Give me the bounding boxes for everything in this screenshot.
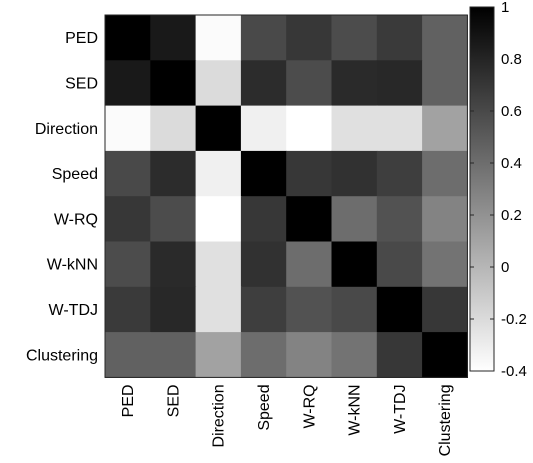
x-tick-label-w-knn: W-kNN bbox=[347, 384, 364, 435]
heatmap-cell-clustering-w-rq bbox=[286, 332, 333, 378]
heatmap-cell-clustering-sed bbox=[150, 332, 197, 378]
colorbar-tick-label: 0.8 bbox=[501, 51, 522, 68]
heatmap-cell-w-rq-ped bbox=[105, 196, 151, 243]
y-tick-label-w-rq: W-RQ bbox=[54, 211, 98, 228]
heatmap-cell-w-knn-w-rq bbox=[286, 241, 333, 288]
heatmap-cell-speed-sed bbox=[150, 150, 197, 197]
heatmap-cell-sed-speed bbox=[240, 60, 287, 107]
heatmap-cell-ped-w-knn bbox=[331, 15, 378, 61]
colorbar-tick-label: -0.4 bbox=[501, 363, 527, 380]
heatmap-cell-w-rq-direction bbox=[195, 196, 242, 243]
heatmap-cell-direction-w-tdj bbox=[376, 105, 423, 152]
colorbar-tick-label: 0.4 bbox=[501, 155, 522, 172]
x-tick-label-speed: Speed bbox=[256, 384, 273, 430]
heatmap-cell-speed-ped bbox=[105, 150, 151, 197]
heatmap-cell-clustering-w-tdj bbox=[376, 332, 423, 378]
heatmap-cell-sed-direction bbox=[195, 60, 242, 107]
heatmap-cell-w-tdj-w-knn bbox=[331, 286, 378, 333]
heatmap-cell-direction-direction bbox=[195, 105, 242, 152]
colorbar-tick-label: 1 bbox=[501, 0, 509, 16]
colorbar: 1 0.8 0.6 0.4 0.2 0 -0.2 -0.4 bbox=[469, 0, 527, 380]
y-tick-label-sed: SED bbox=[65, 75, 98, 92]
heatmap-cell-direction-w-rq bbox=[286, 105, 333, 152]
heatmap-cell-w-rq-speed bbox=[240, 196, 287, 243]
y-tick-label-speed: Speed bbox=[52, 166, 98, 183]
heatmap-cell-w-tdj-speed bbox=[240, 286, 287, 333]
heatmap-cell-sed-clustering bbox=[422, 60, 468, 107]
heatmap-cell-speed-w-tdj bbox=[376, 150, 423, 197]
heatmap-cell-sed-sed bbox=[150, 60, 197, 107]
heatmap-cell-speed-clustering bbox=[422, 150, 468, 197]
colorbar-tick-label: 0.6 bbox=[501, 103, 522, 120]
heatmap-cell-speed-w-rq bbox=[286, 150, 333, 197]
heatmap-cell-w-knn-clustering bbox=[422, 241, 468, 288]
heatmap-cell-w-knn-ped bbox=[105, 241, 151, 288]
heatmap-cell-direction-w-knn bbox=[331, 105, 378, 152]
heatmap-cell-speed-speed bbox=[240, 150, 287, 197]
heatmap-cell-w-tdj-ped bbox=[105, 286, 151, 333]
colorbar-tick-label: 0.2 bbox=[501, 207, 522, 224]
heatmap-cell-w-knn-direction bbox=[195, 241, 242, 288]
heatmap-cell-direction-clustering bbox=[422, 105, 468, 152]
colorbar-tick-label: 0 bbox=[501, 259, 509, 276]
heatmap-cell-ped-direction bbox=[195, 15, 242, 61]
y-tick-label-clustering: Clustering bbox=[26, 347, 98, 364]
x-tick-label-ped: PED bbox=[120, 384, 137, 417]
x-tick-label-clustering: Clustering bbox=[437, 384, 454, 456]
heatmap-cell-w-knn-speed bbox=[240, 241, 287, 288]
heatmap-cell-sed-w-rq bbox=[286, 60, 333, 107]
heatmap-cell-w-knn-w-tdj bbox=[376, 241, 423, 288]
heatmap-cell-w-knn-sed bbox=[150, 241, 197, 288]
heatmap-cells bbox=[105, 15, 468, 378]
heatmap-cell-direction-sed bbox=[150, 105, 197, 152]
heatmap-cell-ped-w-rq bbox=[286, 15, 333, 61]
heatmap-cell-w-tdj-w-rq bbox=[286, 286, 333, 333]
heatmap-cell-ped-speed bbox=[240, 15, 287, 61]
heatmap-cell-direction-ped bbox=[105, 105, 151, 152]
heatmap-cell-speed-direction bbox=[195, 150, 242, 197]
heatmap-cell-w-rq-clustering bbox=[422, 196, 468, 243]
colorbar-gradient bbox=[469, 6, 495, 372]
x-tick-label-w-rq: W-RQ bbox=[301, 384, 318, 428]
heatmap-cell-ped-ped bbox=[105, 15, 151, 61]
heatmap-cell-clustering-ped bbox=[105, 332, 151, 378]
y-tick-label-direction: Direction bbox=[35, 121, 98, 138]
y-axis-tick-labels: PED SED Direction Speed W-RQ W-kNN W-TDJ Cluste… bbox=[26, 30, 98, 364]
heatmap-cell-ped-w-tdj bbox=[376, 15, 423, 61]
heatmap-cell-w-tdj-direction bbox=[195, 286, 242, 333]
heatmap-cell-w-rq-w-knn bbox=[331, 196, 378, 243]
y-tick-label-ped: PED bbox=[65, 30, 98, 47]
heatmap-cell-speed-w-knn bbox=[331, 150, 378, 197]
heatmap-cell-direction-speed bbox=[240, 105, 287, 152]
x-tick-label-direction: Direction bbox=[211, 384, 228, 447]
x-axis-tick-labels: PED SED Direction Speed W-RQ W-kNN W-TDJ Cluste… bbox=[120, 384, 454, 456]
heatmap-cell-w-rq-w-rq bbox=[286, 196, 333, 243]
heatmap-cell-w-tdj-sed bbox=[150, 286, 197, 333]
heatmap-cell-clustering-speed bbox=[240, 332, 287, 378]
heatmap-cell-sed-w-tdj bbox=[376, 60, 423, 107]
colorbar-ticks: 1 0.8 0.6 0.4 0.2 0 -0.2 -0.4 bbox=[470, 0, 527, 380]
colorbar-tick-label: -0.2 bbox=[501, 311, 527, 328]
heatmap-cell-w-rq-w-tdj bbox=[376, 196, 423, 243]
y-tick-label-w-knn: W-kNN bbox=[47, 257, 98, 274]
plot-border bbox=[104, 14, 468, 378]
heatmap-cell-clustering-clustering bbox=[422, 332, 468, 378]
heatmap-cell-ped-clustering bbox=[422, 15, 468, 61]
heatmap-cell-w-tdj-clustering bbox=[422, 286, 468, 333]
x-tick-label-w-tdj: W-TDJ bbox=[392, 384, 409, 433]
heatmap-cell-clustering-w-knn bbox=[331, 332, 378, 378]
y-tick-label-w-tdj: W-TDJ bbox=[49, 302, 98, 319]
heatmap-cell-sed-ped bbox=[105, 60, 151, 107]
heatmap-cell-sed-w-knn bbox=[331, 60, 378, 107]
heatmap-cell-w-tdj-w-tdj bbox=[376, 286, 423, 333]
x-tick-label-sed: SED bbox=[165, 384, 182, 417]
heatmap-cell-clustering-direction bbox=[195, 332, 242, 378]
heatmap-cell-w-knn-w-knn bbox=[331, 241, 378, 288]
heatmap-cell-ped-sed bbox=[150, 15, 197, 61]
heatmap-cell-w-rq-sed bbox=[150, 196, 197, 243]
